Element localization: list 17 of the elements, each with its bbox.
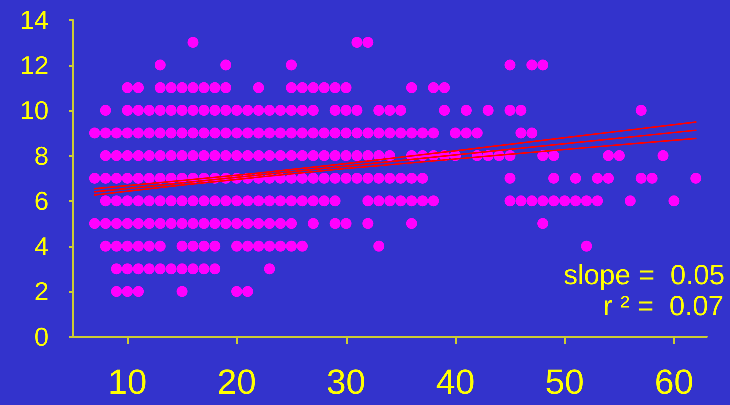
x-tick-label: 50	[545, 363, 584, 402]
line-series	[94, 122, 697, 190]
y-tick-label: 12	[20, 50, 49, 80]
y-tick-label: 6	[34, 186, 49, 216]
annotation: r ² = 0.07	[603, 290, 724, 322]
x-tick-label: 10	[108, 363, 148, 402]
x-tick-label: 20	[217, 363, 256, 402]
y-tick-label: 8	[34, 140, 49, 171]
x-tick-label: 30	[326, 363, 366, 402]
x-tick-label: 60	[654, 363, 694, 402]
x-tick-label: 40	[436, 363, 476, 402]
y-tick-label: 14	[20, 5, 49, 35]
y-tick-label: 0	[34, 322, 49, 352]
annotation: slope = 0.05	[564, 260, 725, 290]
y-tick-label: 10	[20, 96, 49, 126]
y-tick-label: 2	[34, 276, 49, 307]
y-tick-label: 4	[34, 231, 49, 262]
